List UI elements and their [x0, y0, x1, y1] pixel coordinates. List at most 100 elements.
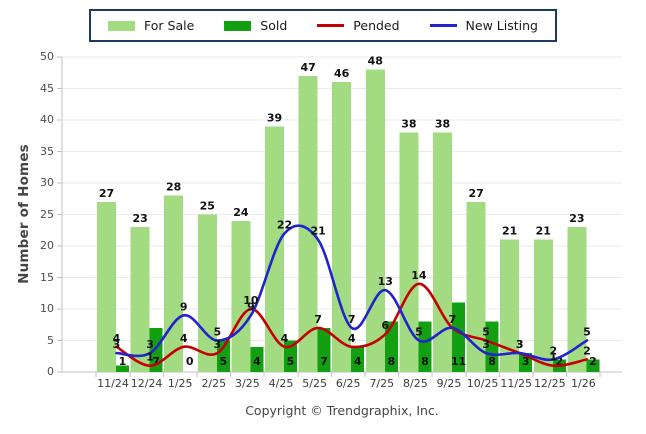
sold-bar: [250, 346, 264, 372]
y-tick-label: 25: [40, 207, 54, 221]
y-tick-label: 30: [40, 176, 54, 189]
pended-line-swatch-icon: [317, 24, 345, 27]
for-sale-value-label: 25: [200, 200, 215, 213]
new-listing-value-label: 7: [449, 313, 457, 326]
legend-item-new-listing: New Listing: [429, 18, 538, 33]
y-tick-label: 0: [47, 365, 54, 378]
x-tick-label: 6/25: [335, 377, 361, 390]
for-sale-bar: [500, 239, 520, 372]
x-tick-label: 5/25: [302, 377, 327, 390]
sold-value-label: 1: [119, 355, 127, 368]
for-sale-value-label: 38: [435, 118, 450, 131]
plot-svg: 2712372802552443954774644883883811278213…: [57, 55, 622, 377]
for-sale-bar: [298, 75, 318, 373]
new-listing-value-label: 3: [516, 338, 524, 351]
x-tick-label: 11/25: [500, 377, 533, 390]
new-listing-value-label: 9: [180, 300, 188, 313]
new-listing-value-label: 5: [213, 326, 221, 339]
y-tick-label: 35: [40, 144, 54, 158]
for-sale-swatch-icon: [108, 20, 136, 31]
new-listing-value-label: 22: [277, 218, 292, 231]
for-sale-value-label: 48: [368, 55, 383, 68]
for-sale-bar: [332, 82, 352, 372]
x-tick-label: 1/26: [571, 377, 596, 390]
for-sale-bar: [433, 132, 452, 372]
pended-value-label: 4: [113, 332, 121, 345]
sold-bar: [452, 302, 465, 372]
new-listing-value-label: 7: [348, 313, 356, 326]
pended-value-label: 1: [549, 351, 557, 364]
for-sale-value-label: 21: [502, 225, 517, 238]
x-tick-label: 12/24: [130, 377, 163, 390]
sold-bar: [485, 321, 499, 372]
y-tick-label: 10: [40, 302, 54, 315]
for-sale-value-label: 28: [166, 181, 181, 194]
y-tick-label: 40: [40, 113, 54, 126]
sold-value-label: 2: [555, 355, 563, 368]
for-sale-value-label: 27: [99, 187, 114, 200]
sold-value-label: 2: [589, 355, 597, 368]
for-sale-value-label: 46: [334, 67, 350, 80]
pended-value-label: 7: [449, 313, 457, 326]
pended-value-label: 2: [583, 344, 591, 357]
pended-value-label: 7: [314, 313, 322, 326]
for-sale-bar: [164, 195, 184, 372]
y-tick-label: 5: [47, 333, 54, 347]
sold-value-label: 4: [253, 355, 261, 368]
sold-value-label: 3: [522, 355, 530, 368]
pended-value-label: 10: [243, 294, 259, 307]
sold-bar: [586, 359, 600, 372]
pended-value-label: 14: [411, 269, 427, 282]
for-sale-value-label: 24: [233, 206, 249, 219]
pended-line: [115, 282, 589, 368]
legend-item-for-sale: For Sale: [108, 18, 194, 33]
sold-value-label: 8: [488, 355, 496, 368]
legend-label-for-sale: For Sale: [144, 18, 195, 33]
sold-value-label: 7: [320, 355, 328, 368]
legend-item-sold: Sold: [224, 18, 287, 33]
x-tick-label: 12/25: [533, 377, 566, 390]
new-listing-value-label: 3: [113, 338, 121, 351]
y-tick-label: 20: [40, 239, 54, 252]
sold-value-label: 5: [287, 355, 295, 368]
new-listing-line: [115, 224, 589, 362]
for-sale-bar: [533, 239, 553, 372]
for-sale-bar: [197, 214, 217, 372]
new-listing-value-label: 21: [310, 225, 325, 238]
sold-bar: [384, 321, 398, 372]
sold-value-label: 5: [219, 355, 227, 368]
sold-value-label: 11: [451, 355, 466, 368]
pended-value-label: 6: [381, 319, 389, 332]
for-sale-value-label: 47: [300, 61, 315, 74]
sold-value-label: 8: [387, 355, 395, 368]
sold-bar: [116, 365, 129, 372]
for-sale-bar: [466, 201, 486, 372]
pended-value-label: 4: [348, 332, 356, 345]
sold-value-label: 4: [354, 355, 362, 368]
x-tick-label: 3/25: [235, 377, 260, 390]
x-tick-label: 11/24: [97, 377, 129, 390]
sold-bar: [216, 340, 230, 372]
new-listing-value-label: 5: [583, 326, 591, 339]
sold-bar: [418, 321, 432, 372]
legend-label-pended: Pended: [353, 18, 400, 33]
for-sale-bar: [97, 201, 116, 372]
legend: For Sale Sold Pended New Listing: [89, 9, 557, 42]
for-sale-value-label: 23: [569, 212, 584, 225]
pended-value-label: 3: [213, 338, 221, 351]
for-sale-value-label: 23: [132, 212, 147, 225]
for-sale-bar: [365, 69, 385, 372]
legend-label-new-listing: New Listing: [465, 18, 538, 33]
x-tick-label: 8/25: [403, 377, 428, 390]
legend-label-sold: Sold: [260, 18, 288, 33]
sold-bar: [351, 346, 365, 372]
y-tick-label: 50: [40, 50, 54, 63]
pended-value-label: 5: [482, 326, 490, 339]
x-tick-label: 2/25: [201, 377, 227, 390]
x-tick-label: 7/25: [369, 377, 395, 390]
pended-value-label: 1: [146, 351, 154, 364]
pended-value-label: 4: [281, 332, 289, 345]
plot-area: 27 1 23 7 28 0 25 5 24 4 39 5 47 7 46 4 48 8 38 8 38 11 27 8 21 3…: [57, 55, 622, 377]
for-sale-bar: [130, 227, 150, 372]
